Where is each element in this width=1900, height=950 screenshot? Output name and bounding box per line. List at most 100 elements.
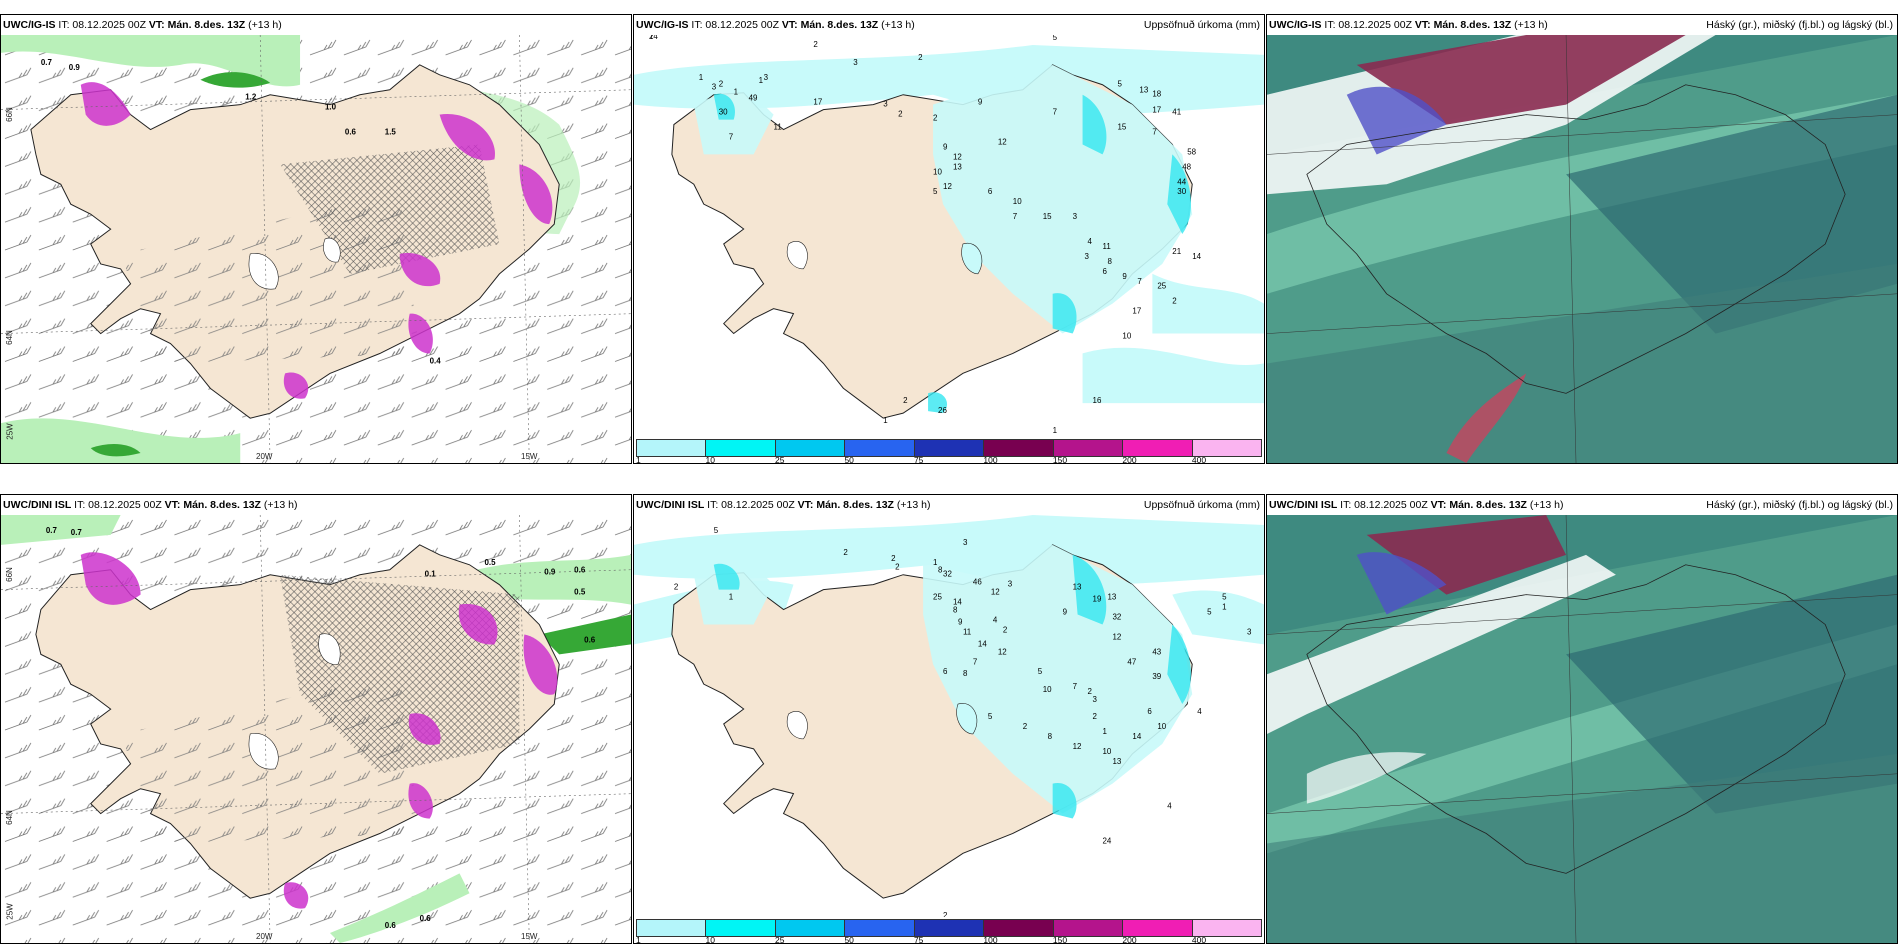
precip-value-label: 11 <box>1103 242 1112 251</box>
precip-value-label: 13 <box>1107 593 1116 602</box>
model-name: UWC/DINI ISL <box>1269 499 1338 511</box>
precip-value-label: 9 <box>1063 608 1068 617</box>
precip-value-label: 2 <box>903 396 908 405</box>
valid-time: Mán. 8.des. 13Z <box>1449 499 1527 511</box>
colorbar-label: 75 <box>913 455 924 464</box>
precip-value-label: 10 <box>1043 685 1052 694</box>
colorbar-swatches <box>636 919 1262 937</box>
map-wind-barbs[interactable]: 0.7 0.7 0.5 0.9 0.6 0.5 0.6 0.6 0.6 0.1 <box>1 515 631 943</box>
precip-value-label: 2 <box>1003 625 1008 634</box>
lead-time: (+13 h) <box>881 19 915 31</box>
precip-value-label: 7 <box>1073 682 1078 691</box>
precip-value-label: 24 <box>1103 836 1112 845</box>
sea-value: 1.5 <box>385 128 397 137</box>
colorbar-labels: 1 10 25 50 75 100 150 200 400 <box>636 935 1262 944</box>
panel-header: UWC/IG-IS IT: 08.12.2025 00Z VT: Mán. 8.… <box>634 15 1264 35</box>
init-time: IT: 08.12.2025 00Z <box>691 19 779 31</box>
lon-label-15w: 15W <box>521 932 538 941</box>
sea-value: 0.7 <box>46 526 58 535</box>
precip-value-label: 5 <box>1207 608 1212 617</box>
init-time: IT: 08.12.2025 00Z <box>1340 499 1428 511</box>
colorbar-label: 400 <box>1191 935 1207 944</box>
colorbar-swatches <box>636 439 1262 457</box>
colorbar-swatch <box>914 920 985 936</box>
lon-label-20w: 20W <box>256 452 273 461</box>
model-name: UWC/DINI ISL <box>636 499 705 511</box>
lead-time: (+13 h) <box>1514 19 1548 31</box>
precip-value-label: 3 <box>712 83 717 92</box>
colorbar-label: 1 <box>636 935 641 944</box>
precip-value-label: 48 <box>1182 162 1191 171</box>
precip-value-label: 4 <box>1088 237 1093 246</box>
map-clouds[interactable] <box>1267 515 1897 943</box>
colorbar: 1 10 25 50 75 100 150 200 400 <box>634 917 1264 943</box>
init-time: IT: 08.12.2025 00Z <box>1324 19 1412 31</box>
panel-field-title: Háský (gr.), miðský (fj.bl.) og lágský (… <box>1706 19 1893 31</box>
precip-value-label: 11 <box>963 627 972 636</box>
precip-value-label: 25 <box>1157 282 1166 291</box>
precip-value-label: 21 <box>1172 247 1181 256</box>
precip-value-label: 2 <box>674 583 679 592</box>
precip-value-label: 8 <box>1048 732 1053 741</box>
map-clouds[interactable] <box>1267 35 1897 463</box>
precip-value-label: 7 <box>1137 277 1142 286</box>
precip-value-label: 1 <box>1103 727 1108 736</box>
map-precip[interactable]: 1 2 3 2 5 1 3 2 1 1 3 49 30 17 11 7 3 2 2 9 12 7 5 13 18 17 15 7 41 5… <box>634 35 1264 437</box>
precip-value-label: 1 <box>933 558 938 567</box>
precip-value-label: 2 <box>1093 712 1098 721</box>
colorbar-swatch <box>984 920 1054 936</box>
sea-value: 0.6 <box>574 566 586 575</box>
precip-value-label: 9 <box>1122 272 1127 281</box>
precip-value-label: 43 <box>1152 647 1161 656</box>
row-dini-isl: UWC/DINI ISL IT: 08.12.2025 00Z VT: Mán.… <box>0 494 1900 944</box>
precip-value-label: 5 <box>1053 35 1058 42</box>
valid-time: Mán. 8.des. 13Z <box>1433 19 1512 31</box>
precip-value-label: 2 <box>1172 297 1177 306</box>
colorbar-label: 200 <box>1122 455 1137 464</box>
precip-value-label: 4 <box>1167 802 1172 811</box>
colorbar-swatch <box>637 920 707 936</box>
colorbar-swatch <box>1053 920 1124 936</box>
precip-value-label: 12 <box>953 152 962 161</box>
panel-header: UWC/DINI ISL IT: 08.12.2025 00Z VT: Mán.… <box>1 495 631 515</box>
colorbar-label: 50 <box>844 455 854 464</box>
map-precip[interactable]: 5 2 2 1 3 2 8 32 46 25 12 3 2 1 14 8 9 11 14 12 7 6 8 4 2 13 19 13 3… <box>634 515 1264 917</box>
colorbar-swatch <box>637 440 707 456</box>
precip-value-label: 58 <box>1187 147 1196 156</box>
precip-value-label: 1 <box>883 416 888 425</box>
precip-value-label: 3 <box>1085 252 1090 261</box>
precip-value-label: 13 <box>1139 86 1148 95</box>
panel-wind-precip-type-top: UWC/IG-IS IT: 08.12.2025 00Z VT: Mán. 8.… <box>0 14 632 464</box>
precip-value-label: 13 <box>953 162 962 171</box>
lon-label-20w: 20W <box>256 932 273 941</box>
precip-value-label: 10 <box>1157 722 1166 731</box>
precip-value-label: 17 <box>1132 307 1141 316</box>
precip-value-label: 5 <box>988 712 993 721</box>
precip-value-label: 14 <box>978 639 987 648</box>
precip-value-label: 39 <box>1152 672 1161 681</box>
precip-value-label: 7 <box>1152 128 1157 137</box>
colorbar-swatch <box>1123 920 1193 936</box>
precip-value-label: 32 <box>943 570 952 579</box>
precip-value-label: 12 <box>1112 632 1121 641</box>
colorbar-label: 75 <box>913 935 924 944</box>
precip-value-label: 17 <box>1152 106 1161 115</box>
precip-value-label: 7 <box>973 657 978 666</box>
precip-value-label: 12 <box>1073 742 1082 751</box>
sea-value: 1.2 <box>245 93 257 102</box>
precip-value-label: 13 <box>1073 583 1082 592</box>
sea-value: 0.1 <box>425 570 437 579</box>
colorbar-swatch <box>775 920 846 936</box>
precip-value-label: 4 <box>993 615 998 624</box>
sea-value: 0.6 <box>385 921 397 930</box>
precip-value-label: 9 <box>958 617 963 626</box>
precip-value-label: 1 <box>759 76 764 85</box>
colorbar-label: 100 <box>983 935 998 944</box>
precip-value-label: 5 <box>1222 593 1227 602</box>
map-wind-barbs[interactable]: 0.7 0.9 1.2 1.0 0.6 0.4 1.5 <box>1 35 631 463</box>
precip-value-label: 19 <box>1093 595 1102 604</box>
model-name: UWC/IG-IS <box>636 19 689 31</box>
precip-value-label: 15 <box>1117 123 1126 132</box>
